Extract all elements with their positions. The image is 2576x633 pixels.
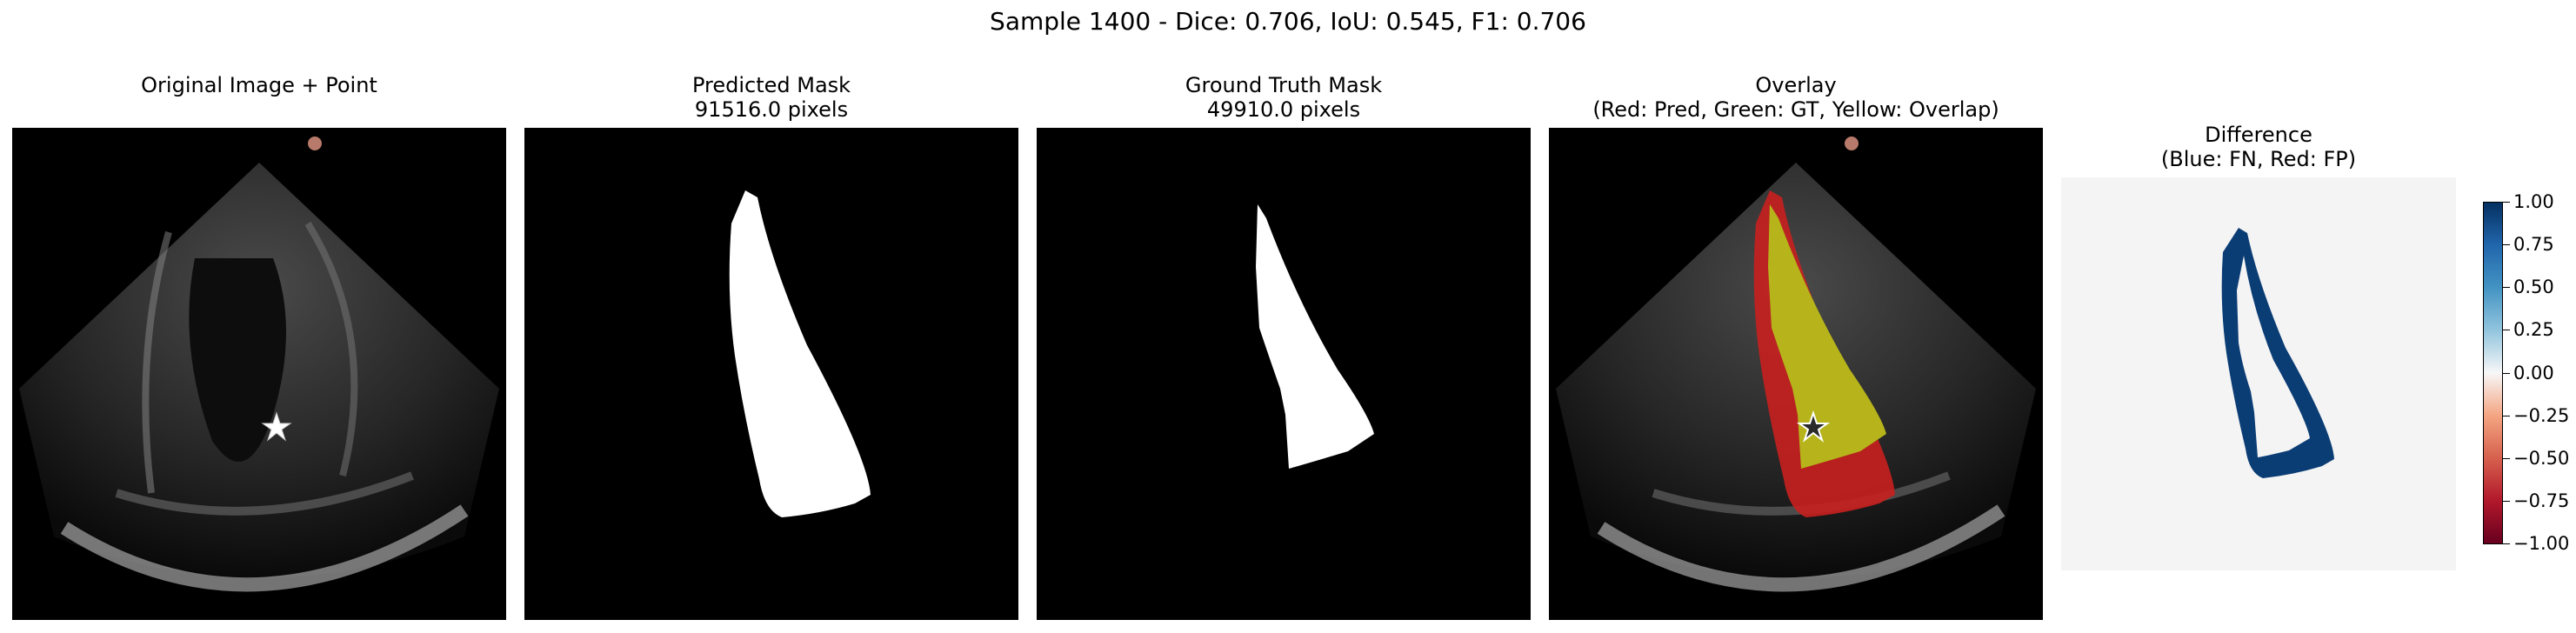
- panel-predicted-title: Predicted Mask 91516.0 pixels: [524, 73, 1018, 122]
- colorbar-tick: [2503, 457, 2510, 459]
- colorbar-tick: [2503, 543, 2510, 544]
- panel-ground-truth-mask: [1037, 128, 1531, 620]
- panel-difference-title: Difference (Blue: FN, Red: FP): [2061, 123, 2456, 171]
- panel-overlay-image: [1549, 128, 2043, 620]
- colorbar-tick-label: 0.25: [2513, 319, 2554, 341]
- panel-overlay-title-line1: Overlay: [1755, 73, 1837, 97]
- predicted-mask-shape: [729, 190, 871, 517]
- colorbar-tick-label: −0.25: [2513, 404, 2570, 426]
- colorbar-tick-label: 1.00: [2513, 191, 2554, 212]
- colorbar-tick-label: 0.00: [2513, 362, 2554, 383]
- panel-original-title: Original Image + Point: [12, 73, 506, 97]
- panel-difference-title-line2: (Blue: FN, Red: FP): [2160, 147, 2357, 171]
- panel-overlay-title: Overlay (Red: Pred, Green: GT, Yellow: O…: [1549, 73, 2043, 122]
- panel-original-image: [12, 128, 506, 620]
- panel-ground-truth-title-line2: 49910.0 pixels: [1206, 97, 1361, 122]
- panel-original-title-line2: Original Image + Point: [141, 73, 377, 97]
- star-icon: [261, 411, 292, 442]
- colorbar: [2483, 202, 2503, 544]
- panel-difference-title-line1: Difference: [2205, 123, 2312, 147]
- colorbar-tick-label: 0.50: [2513, 277, 2554, 298]
- colorbar-tick-label: −1.00: [2513, 533, 2570, 554]
- suptitle: Sample 1400 - Dice: 0.706, IoU: 0.545, F…: [990, 7, 1586, 36]
- false-negative-ring: [2221, 228, 2334, 478]
- colorbar-tick: [2503, 372, 2510, 374]
- colorbar-tick: [2503, 287, 2510, 289]
- overlay-overlap-region: [1768, 204, 1886, 469]
- star-icon: [1796, 410, 1831, 443]
- panel-overlay-title-line2: (Red: Pred, Green: GT, Yellow: Overlap): [1592, 97, 1999, 122]
- colorbar-tick-label: −0.50: [2513, 447, 2570, 469]
- colorbar-tick: [2503, 500, 2510, 502]
- panel-ground-truth-title: Ground Truth Mask 49910.0 pixels: [1037, 73, 1531, 122]
- panel-predicted-title-line2: 91516.0 pixels: [694, 97, 849, 122]
- colorbar-tick: [2503, 202, 2510, 203]
- panel-ground-truth-title-line1: Ground Truth Mask: [1185, 73, 1383, 97]
- panel-predicted-mask: [524, 128, 1018, 620]
- panel-predicted-title-line1: Predicted Mask: [691, 73, 851, 97]
- colorbar-tick: [2503, 244, 2510, 246]
- colorbar-tick-label: 0.75: [2513, 234, 2554, 256]
- colorbar-tick-label: −0.75: [2513, 490, 2570, 511]
- panel-difference-image: [2061, 177, 2456, 570]
- ground-truth-mask-shape: [1256, 204, 1374, 469]
